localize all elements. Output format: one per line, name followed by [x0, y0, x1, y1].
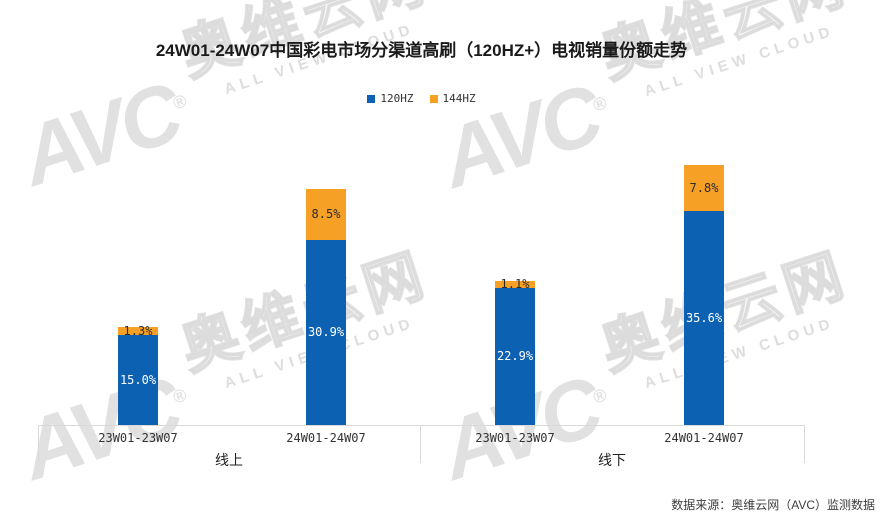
chart-area: 15.0% 1.3% 30.9% 8.5% 22.9% 1.1% 35.6% 7.8% 23W…: [38, 0, 805, 470]
data-source-note: 数据来源：奥维云网（AVC）监测数据: [671, 498, 875, 512]
x-axis-category-label: 23W01-23W07: [98, 431, 178, 445]
legend-label: 144HZ: [442, 92, 476, 105]
axis-tick-line: [420, 425, 421, 463]
bar-segment-120hz: 35.6%: [684, 211, 724, 425]
bar-segment-144hz: 8.5%: [306, 188, 346, 240]
bar-segment-120hz: 30.9%: [306, 239, 346, 425]
bar-segment-120hz: 15.0%: [118, 335, 158, 425]
bar-segment-120hz: 22.9%: [495, 287, 535, 425]
bar-value-label: 1.3%: [123, 324, 153, 339]
bar-segment-144hz: 1.3%: [118, 324, 158, 339]
bar-value-label: 30.9%: [307, 325, 345, 340]
legend-item-144hz: 144HZ: [429, 92, 476, 105]
x-axis-category-label: 23W01-23W07: [475, 431, 555, 445]
bar-value-label: 7.8%: [689, 180, 719, 195]
bar-segment-144hz: 1.1%: [495, 277, 535, 292]
bar-value-label: 35.6%: [685, 311, 723, 326]
x-axis-group-label: 线上: [215, 452, 243, 468]
legend-label: 120HZ: [380, 92, 414, 105]
legend-swatch-144hz: [429, 94, 438, 103]
x-axis-category-label: 24W01-24W07: [664, 431, 744, 445]
x-axis-line: [38, 425, 805, 426]
legend-swatch-120hz: [367, 94, 376, 103]
x-axis-group-label: 线下: [598, 452, 626, 468]
bar-value-label: 8.5%: [311, 207, 341, 222]
plot-area: 15.0% 1.3% 30.9% 8.5% 22.9% 1.1% 35.6% 7.8%: [38, 0, 805, 425]
bar-value-label: 22.9%: [496, 349, 534, 364]
chart-legend: 120HZ 144HZ: [38, 92, 805, 105]
bar-segment-144hz: 7.8%: [684, 164, 724, 212]
axis-tick-line: [804, 425, 805, 463]
legend-item-120hz: 120HZ: [367, 92, 414, 105]
bar-value-label: 15.0%: [119, 373, 157, 387]
x-axis-category-label: 24W01-24W07: [286, 431, 366, 445]
axis-tick-line: [38, 425, 39, 463]
page-title: 24W01-24W07中国彩电市场分渠道高刷（120HZ+）电视销量份额走势: [155, 41, 688, 60]
bar-value-label: 1.1%: [500, 277, 530, 292]
